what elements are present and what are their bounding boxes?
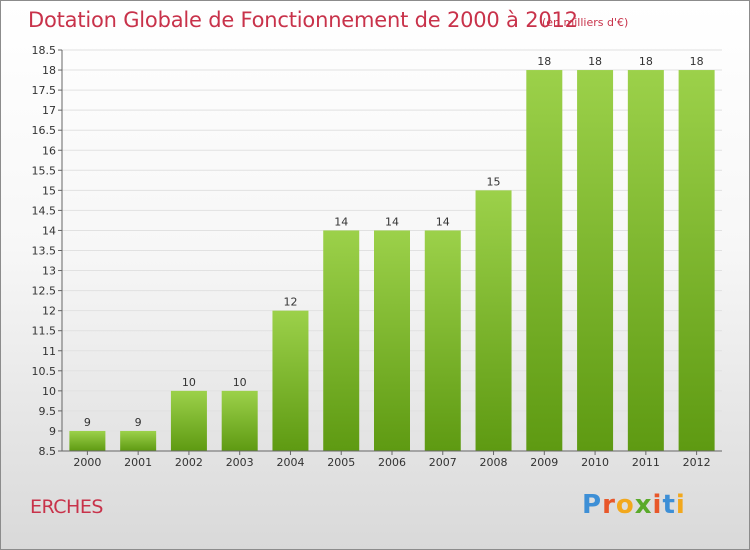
y-tick-label-20: 18.5: [32, 44, 57, 57]
data-label-2005: 14: [334, 215, 348, 228]
y-tick-label-16: 16.5: [32, 124, 57, 137]
x-tick-label-2009: 2009: [530, 456, 558, 469]
data-label-2003: 10: [233, 376, 247, 389]
data-label-2009: 18: [537, 55, 551, 68]
data-label-2008: 15: [487, 175, 501, 188]
bar-2006: [374, 230, 410, 451]
y-tick-label-15: 16: [42, 144, 56, 157]
y-tick-label-0: 8.5: [39, 445, 57, 458]
y-tick-label-10: 13.5: [32, 245, 57, 258]
y-tick-label-17: 17: [42, 104, 56, 117]
chart-title: Dotation Globale de Fonctionnement de 20…: [28, 8, 578, 32]
y-tick-label-2: 9.5: [39, 405, 57, 418]
bars: [69, 70, 715, 452]
bar-2004: [272, 310, 309, 451]
bar-2012: [678, 70, 715, 452]
y-tick-label-11: 14: [42, 224, 56, 237]
y-tick-label-18: 17.5: [32, 84, 57, 97]
y-axis: 8.5 9 9.5 10 10.5 11 11.5 12 12.5 13 13.5 14 14.5 15 1…: [32, 44, 63, 458]
y-tick-label-5: 11: [42, 345, 56, 358]
bar-2003: [221, 390, 258, 451]
data-label-2001: 9: [135, 416, 142, 429]
commune-name: ERCHES: [30, 496, 103, 518]
x-tick-label-2008: 2008: [480, 456, 508, 469]
logo-letter: t: [662, 490, 676, 520]
x-tick-label-2011: 2011: [632, 456, 660, 469]
y-tick-label-3: 10: [42, 385, 56, 398]
logo-letter: o: [615, 490, 635, 520]
x-tick-label-2004: 2004: [276, 456, 304, 469]
y-tick-label-13: 15: [42, 184, 56, 197]
bar-2005: [323, 230, 360, 451]
data-label-2011: 18: [639, 55, 653, 68]
logo-letter: i: [652, 490, 663, 520]
y-tick-label-1: 9: [49, 425, 56, 438]
y-tick-label-9: 13: [42, 265, 56, 278]
bar-2001: [120, 430, 157, 451]
y-tick-label-7: 12: [42, 305, 56, 318]
y-tick-label-19: 18: [42, 64, 56, 77]
x-tick-label-2010: 2010: [581, 456, 609, 469]
data-label-2012: 18: [690, 55, 704, 68]
bar-2002: [170, 390, 207, 451]
x-tick-label-2012: 2012: [683, 456, 711, 469]
bar-2008: [475, 190, 512, 451]
logo-letter: r: [602, 490, 616, 520]
data-label-2007: 14: [436, 215, 450, 228]
logo-letter: i: [675, 490, 686, 520]
data-label-2000: 9: [84, 416, 91, 429]
data-labels: 9 9 10 10 12 14 14 14 15 18 18 18 18: [84, 55, 704, 429]
y-tick-label-8: 12.5: [32, 285, 57, 298]
chart-subtitle: (en milliers d'€): [542, 16, 629, 29]
data-label-2002: 10: [182, 376, 196, 389]
x-tick-label-2005: 2005: [327, 456, 355, 469]
bar-2010: [577, 70, 614, 452]
y-tick-label-6: 11.5: [32, 325, 57, 338]
proxiti-logo[interactable]: Proxiti: [582, 490, 686, 520]
y-tick-label-12: 14.5: [32, 204, 57, 217]
bar-2011: [627, 70, 664, 452]
y-tick-label-4: 10.5: [32, 365, 57, 378]
logo-letter: x: [634, 490, 653, 520]
x-tick-label-2003: 2003: [226, 456, 254, 469]
data-label-2010: 18: [588, 55, 602, 68]
y-tick-label-14: 15.5: [32, 164, 57, 177]
x-axis: 2000 2001 2002 2003 2004 2005 2006 2007 2008 2009…: [62, 450, 722, 469]
x-tick-label-2001: 2001: [124, 456, 152, 469]
data-label-2004: 12: [283, 296, 297, 309]
x-tick-label-2006: 2006: [378, 456, 406, 469]
x-tick-label-2007: 2007: [429, 456, 457, 469]
bar-2009: [526, 70, 563, 452]
x-tick-label-2002: 2002: [175, 456, 203, 469]
bar-2000: [69, 430, 106, 451]
x-tick-label-2000: 2000: [73, 456, 101, 469]
bar-2007: [424, 230, 461, 451]
logo-letter: P: [582, 490, 603, 520]
data-label-2006: 14: [385, 215, 399, 228]
